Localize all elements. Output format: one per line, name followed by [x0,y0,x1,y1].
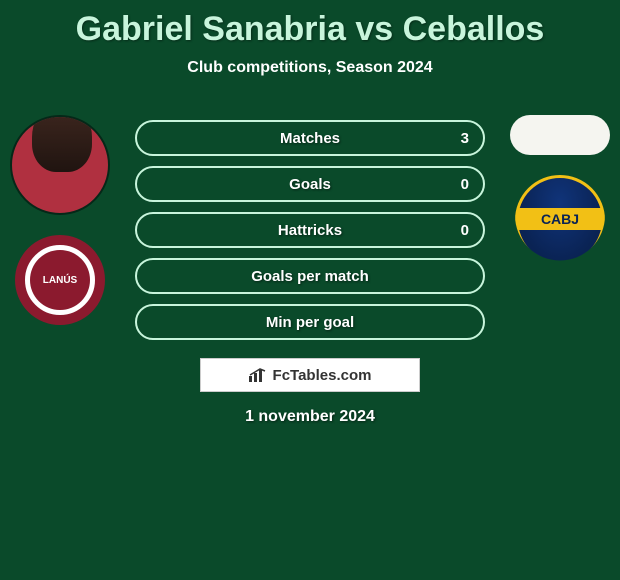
chart-icon [249,368,267,382]
date-line: 1 november 2024 [0,408,620,426]
stat-label: Goals [289,176,331,193]
stat-row-hattricks: Hattricks 0 [135,212,485,248]
left-club-badge: LANÚS [15,235,105,325]
stat-right-value: 0 [461,176,469,193]
stat-row-min-per-goal: Min per goal [135,304,485,340]
subtitle: Club competitions, Season 2024 [0,59,620,77]
branding-badge: FcTables.com [200,358,420,392]
left-player-photo [10,115,110,215]
stat-right-value: 0 [461,222,469,239]
right-player-photo [510,115,610,155]
right-club-abbrev: CABJ [518,208,602,230]
stats-table: Matches 3 Goals 0 Hattricks 0 Goals per … [135,120,485,350]
left-club-abbrev: LANÚS [30,250,90,310]
left-player-column: LANÚS [5,115,115,325]
stat-right-value: 3 [461,130,469,147]
stat-label: Matches [280,130,340,147]
stat-row-matches: Matches 3 [135,120,485,156]
stat-label: Hattricks [278,222,342,239]
stat-row-goals-per-match: Goals per match [135,258,485,294]
right-club-badge: CABJ [515,175,605,265]
stat-label: Min per goal [266,314,354,331]
right-player-column: CABJ [505,115,615,265]
branding-text: FcTables.com [273,367,372,384]
page-title: Gabriel Sanabria vs Ceballos [0,0,620,49]
stat-row-goals: Goals 0 [135,166,485,202]
stat-label: Goals per match [251,268,369,285]
